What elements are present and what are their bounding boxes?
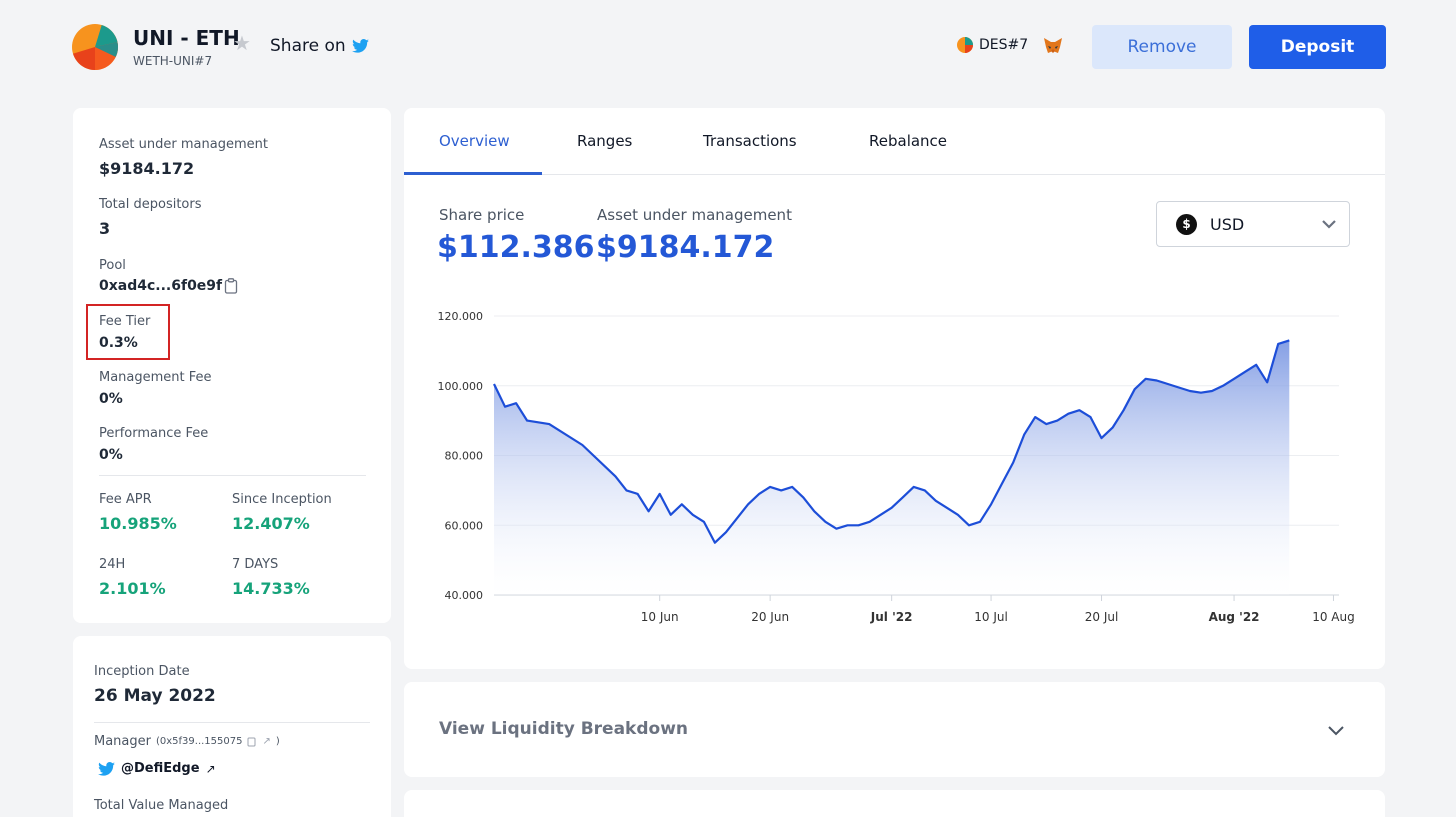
- inception-date-label: Inception Date: [94, 664, 190, 679]
- manager-handle: @DefiEdge: [121, 761, 200, 776]
- x-tick-label: 10 Aug: [1312, 610, 1355, 624]
- metamask-fox-icon[interactable]: [1043, 36, 1063, 56]
- vault-chart-card: Overview Ranges Transactions Rebalance S…: [404, 108, 1385, 669]
- x-tick-label: 10 Jul: [974, 610, 1008, 624]
- copy-clipboard-icon[interactable]: [224, 278, 238, 294]
- active-tab-indicator: [404, 172, 542, 175]
- liquidity-breakdown-title: View Liquidity Breakdown: [439, 719, 689, 739]
- currency-label: USD: [1210, 215, 1245, 234]
- inception-date-value: 26 May 2022: [94, 686, 216, 706]
- x-tick-label: 10 Jun: [641, 610, 679, 624]
- management-fee-value: 0%: [99, 391, 123, 407]
- fee-tier-label: Fee Tier: [99, 314, 151, 329]
- fee-apr-value: 10.985%: [99, 514, 177, 533]
- aum-chart-label: Asset under management: [597, 206, 792, 224]
- since-inception-label: Since Inception: [232, 492, 332, 507]
- x-tick-label: 20 Jul: [1085, 610, 1119, 624]
- pair-title: UNI - ETH: [133, 26, 240, 50]
- y-tick-label: 60.000: [445, 519, 484, 532]
- copy-icon[interactable]: [247, 736, 257, 747]
- stats-divider: [99, 475, 366, 476]
- liquidity-breakdown-accordion[interactable]: View Liquidity Breakdown: [404, 682, 1385, 777]
- performance-fee-value: 0%: [99, 447, 123, 463]
- deposit-button[interactable]: Deposit: [1249, 25, 1386, 69]
- y-tick-label: 100.000: [438, 380, 484, 393]
- depositors-label: Total depositors: [99, 197, 202, 212]
- share-price-label: Share price: [439, 206, 525, 224]
- external-link-icon: ↗: [205, 761, 216, 776]
- des-badge: DES#7: [957, 37, 1028, 53]
- share-price-chart: 40.000 60.000 80.000 100.000 120.000 10 Jun 2…: [438, 310, 1355, 624]
- manager-paren: ): [275, 736, 280, 747]
- 24h-value: 2.101%: [99, 579, 166, 598]
- manager-row: Manager (0x5f39...155075 ↗ ): [94, 734, 280, 749]
- 7-days-value: 14.733%: [232, 579, 310, 598]
- chevron-down-icon: [1322, 220, 1336, 229]
- manager-twitter-link[interactable]: @DefiEdge ↗: [98, 761, 216, 776]
- chevron-down-icon[interactable]: [1326, 720, 1346, 740]
- manager-address: (0x5f39...155075: [155, 736, 243, 747]
- currency-select[interactable]: $ USD: [1156, 201, 1350, 247]
- since-inception-value: 12.407%: [232, 514, 310, 533]
- pair-mini-icon: [957, 37, 973, 53]
- fee-tier-highlight: [86, 304, 170, 360]
- aum-label: Asset under management: [99, 137, 268, 152]
- vault-info-card: Inception Date 26 May 2022 Manager (0x5f…: [73, 636, 391, 817]
- 24h-label: 24H: [99, 557, 126, 572]
- favorite-star-icon[interactable]: ★: [233, 31, 251, 55]
- tab-overview[interactable]: Overview: [439, 132, 510, 150]
- share-on-twitter-link[interactable]: Share on: [270, 36, 369, 56]
- fee-apr-label: Fee APR: [99, 492, 152, 507]
- management-fee-label: Management Fee: [99, 370, 212, 385]
- y-tick-label: 40.000: [445, 589, 484, 602]
- pool-address: 0xad4c...6f0e9f: [99, 278, 223, 294]
- pair-subtitle: WETH-UNI#7: [133, 54, 213, 68]
- total-value-managed-label: Total Value Managed: [94, 798, 229, 813]
- share-price-value: $112.386: [437, 230, 595, 265]
- twitter-icon: [98, 761, 115, 776]
- tab-ranges[interactable]: Ranges: [577, 132, 633, 150]
- fee-tier-value: 0.3%: [99, 335, 138, 351]
- pair-logo-icon: [72, 24, 118, 70]
- header: UNI - ETH WETH-UNI#7 ★ Share on DES#7 Re…: [72, 22, 1386, 72]
- external-link-icon[interactable]: ↗: [262, 736, 271, 747]
- x-tick-label: Jul '22: [870, 610, 913, 624]
- y-tick-label: 80.000: [445, 450, 484, 463]
- tab-transactions[interactable]: Transactions: [703, 132, 797, 150]
- 7-days-label: 7 DAYS: [232, 557, 279, 572]
- dollar-coin-icon: $: [1176, 214, 1197, 235]
- tab-rebalance[interactable]: Rebalance: [869, 132, 948, 150]
- pool-label: Pool: [99, 258, 126, 273]
- des-label: DES#7: [979, 37, 1029, 53]
- remove-button[interactable]: Remove: [1092, 25, 1232, 69]
- x-tick-label: Aug '22: [1209, 610, 1260, 624]
- aum-chart-value: $9184.172: [596, 230, 775, 265]
- vault-stats-card: Asset under management $9184.172 Total d…: [73, 108, 391, 623]
- next-accordion[interactable]: [404, 790, 1385, 817]
- twitter-icon: [351, 39, 369, 53]
- info-divider: [94, 722, 370, 723]
- area-fill: [494, 340, 1290, 595]
- depositors-value: 3: [99, 219, 111, 238]
- series-line: [493, 339, 1290, 544]
- performance-fee-label: Performance Fee: [99, 426, 209, 441]
- y-tick-label: 120.000: [438, 310, 484, 323]
- tab-bar: Overview Ranges Transactions Rebalance: [404, 108, 1385, 175]
- aum-value: $9184.172: [99, 159, 195, 178]
- share-label: Share on: [270, 36, 346, 56]
- x-tick-label: 20 Jun: [751, 610, 789, 624]
- manager-label: Manager: [94, 734, 151, 749]
